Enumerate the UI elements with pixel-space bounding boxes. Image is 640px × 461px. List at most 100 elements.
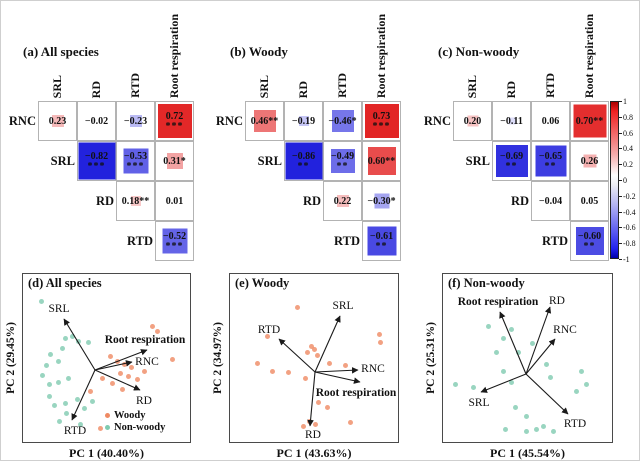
y-axis-label-d: PC 2 (29.45%)	[2, 273, 20, 443]
vector-label: RNC	[361, 363, 385, 375]
corr-square	[253, 110, 276, 132]
row-label: RTD	[334, 234, 360, 248]
scatter-point-nonwoody	[453, 382, 458, 387]
significance-stars: ***	[87, 161, 106, 172]
scatter-point-woody	[325, 405, 330, 410]
biplot-panel-e: (e) Woody SRL RTD RNC Root respiration RD	[229, 273, 399, 443]
nonwoody-legend-dot	[105, 425, 110, 430]
scatter-point-nonwoody	[82, 406, 87, 411]
col-label: RTD	[543, 73, 557, 98]
corr-number: −0.65	[538, 151, 563, 162]
corr-square	[157, 104, 192, 138]
col-label-box: Root respiration	[362, 1, 401, 98]
scatter-point-woody	[98, 426, 103, 431]
scatter-point-woody	[135, 377, 140, 382]
row-label: SRL	[465, 154, 490, 168]
corr-cell: 0.46**	[245, 101, 284, 141]
corr-cell: 0.18**	[116, 181, 155, 221]
scatter-point-nonwoody	[503, 427, 508, 432]
scatter-point-nonwoody	[63, 336, 68, 341]
scatter-point-nonwoody	[486, 324, 491, 329]
corr-cell: 0.73 ***	[362, 101, 401, 141]
corr-number: −0.30*	[367, 195, 396, 207]
scatter-point-nonwoody	[509, 327, 514, 332]
colorbar-tick-label: 0.6	[623, 128, 633, 138]
corr-value: −0.11	[493, 102, 530, 140]
legend-label: Woody	[114, 410, 146, 421]
row-label: RNC	[215, 114, 243, 128]
corr-cell: 0.60**	[362, 141, 401, 181]
col-label: Root respiration	[167, 13, 181, 98]
scatter-point-woody	[348, 420, 353, 425]
significance-stars: ***	[165, 241, 184, 252]
scatter-point-nonwoody	[47, 394, 52, 399]
corr-square	[583, 154, 596, 168]
biplot-title-d: (d) All species	[28, 276, 102, 290]
scatter-point-woody	[303, 376, 308, 381]
scatter-point-nonwoody	[471, 385, 476, 390]
vector-label: Root respiration	[315, 387, 397, 399]
scatter-point-woody	[170, 357, 175, 362]
scatter-point-nonwoody	[78, 422, 83, 427]
scatter-point-nonwoody	[47, 382, 52, 387]
scatter-point-nonwoody	[57, 419, 62, 424]
col-label-box: RD	[77, 1, 116, 98]
colorbar-tick	[619, 195, 622, 197]
col-label: RTD	[335, 73, 349, 98]
colorbar-tick	[619, 132, 622, 134]
corr-cell: −0.02	[77, 101, 116, 141]
colorbar-tick-label: 0.2	[623, 160, 633, 170]
scatter-point-woody	[255, 361, 260, 366]
corr-number: 0.60**	[367, 155, 396, 167]
y-axis-label-text: PC 2 (34.97%)	[212, 322, 224, 394]
scatter-point-woody	[122, 362, 127, 367]
corr-number: 0.05	[580, 195, 599, 207]
corr-value: −0.52 ***	[156, 222, 193, 260]
corr-cell: 0.31*	[155, 141, 194, 181]
corr-number: 0.20	[463, 115, 482, 127]
corr-number: −0.23	[123, 115, 148, 127]
col-label-box: SRL	[453, 1, 492, 98]
scatter-point-nonwoody	[534, 427, 539, 432]
corr-number: −0.61	[369, 231, 394, 242]
corr-value: 0.46**	[246, 102, 283, 140]
scatter-point-nonwoody	[75, 397, 80, 402]
corr-square	[330, 149, 355, 173]
scatter-point-woody	[88, 389, 93, 394]
corr-value: 0.26	[571, 142, 608, 180]
vector-rtd	[525, 373, 569, 415]
corr-square	[162, 228, 187, 254]
corr-value: −0.82 ***	[78, 142, 115, 180]
corr-value: −0.19	[285, 102, 322, 140]
scatter-point-nonwoody	[66, 376, 71, 381]
corr-value: −0.30*	[363, 182, 400, 220]
corr-value: 0.23	[39, 102, 76, 140]
scatter-point-woody	[270, 369, 275, 374]
corr-cell: −0.61 **	[362, 221, 401, 261]
scatter-point-woody	[327, 361, 332, 366]
corr-cell: 0.06	[531, 101, 570, 141]
corr-value: −0.02	[78, 102, 115, 140]
scatter-point-woody	[301, 424, 306, 429]
scatter-point-nonwoody	[501, 369, 506, 374]
corr-value: −0.86 **	[285, 142, 322, 180]
x-axis-label-d: PC 1 (40.40%)	[69, 446, 144, 460]
colorbar-tick-label: 0.4	[623, 144, 633, 154]
vector-rd	[307, 371, 316, 427]
corr-value: 0.60**	[363, 142, 400, 180]
corr-cell: −0.04	[531, 181, 570, 221]
corr-number: 0.06	[541, 115, 560, 127]
col-label: Root respiration	[374, 13, 388, 98]
vector-rtd	[71, 369, 96, 421]
corr-square	[535, 145, 566, 177]
scatter-point-woody	[312, 347, 317, 352]
scatter-point-woody	[108, 354, 113, 359]
scatter-point-woody	[295, 305, 300, 310]
corr-value: −0.23	[117, 102, 154, 140]
col-label-box: Root respiration	[155, 1, 194, 98]
significance-stars: ***	[126, 161, 145, 172]
col-label-box: RTD	[323, 1, 362, 98]
legend-label: Non-woody	[114, 422, 166, 433]
scatter-point-nonwoody	[524, 429, 529, 434]
corr-number: 0.72	[165, 111, 184, 122]
